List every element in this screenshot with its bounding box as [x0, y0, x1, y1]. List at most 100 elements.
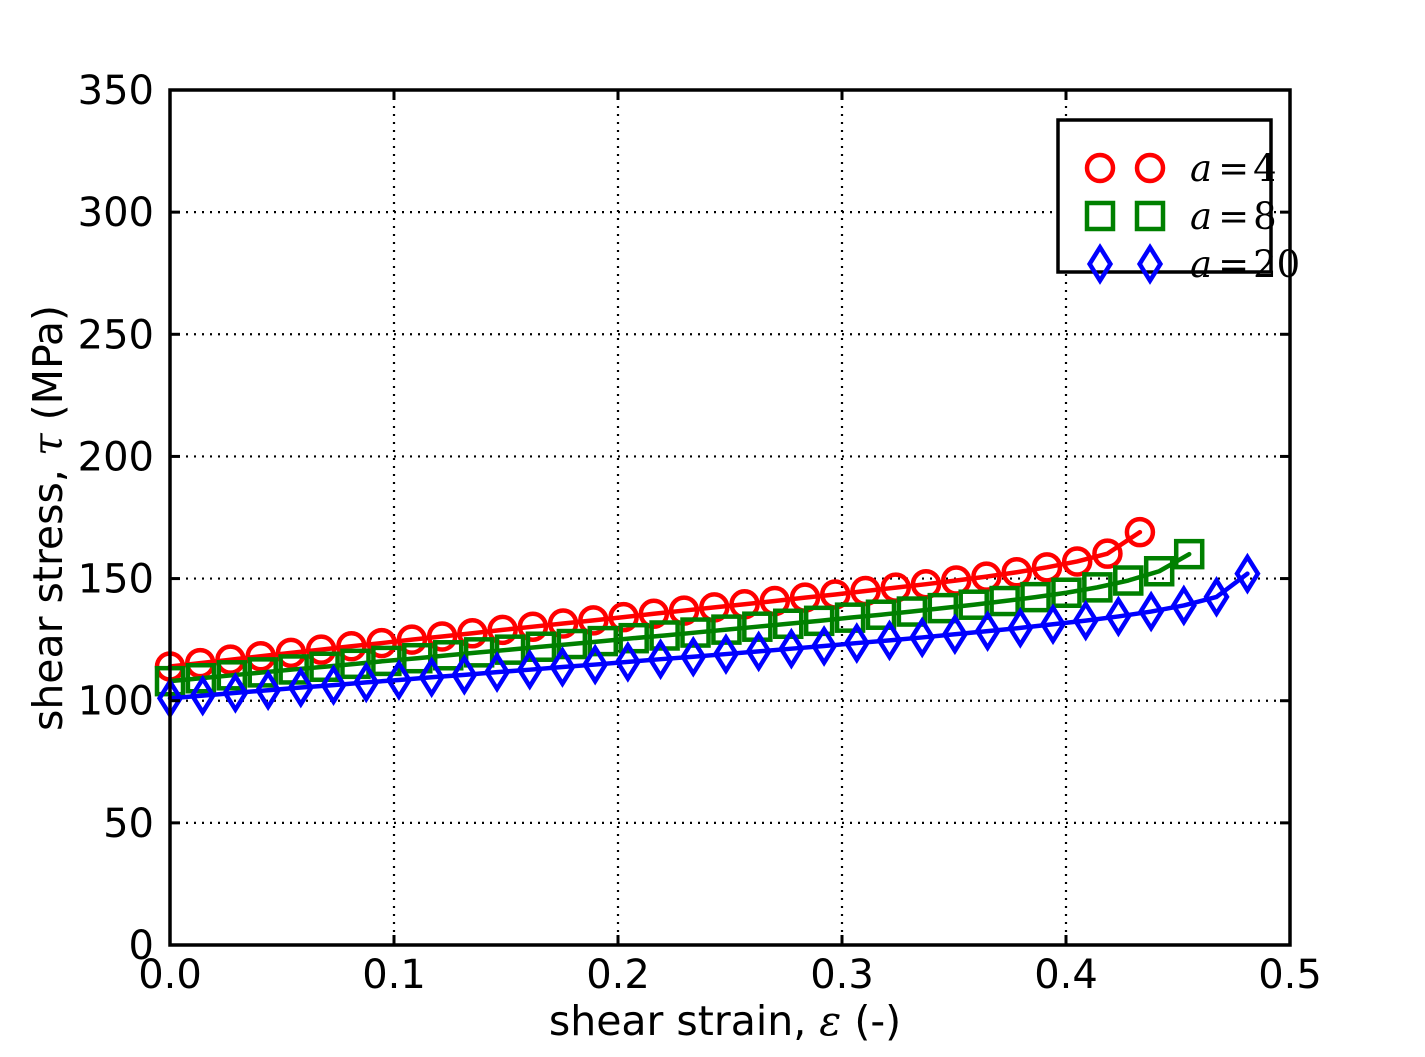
data-point-marker	[1138, 590, 1165, 633]
data-point-marker	[582, 643, 609, 686]
data-point-marker	[222, 672, 249, 714]
y-tick-label: 150	[78, 557, 154, 603]
data-point-marker	[876, 619, 903, 662]
data-point-marker	[556, 628, 588, 660]
series-line	[167, 571, 1250, 701]
data-point-marker	[1092, 538, 1123, 569]
data-point-marker	[1173, 538, 1205, 570]
data-point-marker	[1007, 607, 1034, 649]
data-point-marker	[680, 635, 707, 678]
x-tick-label: 0.0	[138, 952, 202, 998]
data-point-marker	[525, 631, 557, 662]
circle-icon	[1134, 152, 1166, 184]
data-series-layer	[154, 516, 1261, 720]
x-tick-label: 0.4	[1034, 952, 1098, 998]
data-point-marker	[1051, 577, 1082, 608]
data-point-marker	[1082, 572, 1113, 603]
data-point-marker	[834, 602, 866, 633]
legend-entry-label: a = 20	[1190, 243, 1300, 286]
data-point-marker	[366, 627, 397, 659]
data-point-marker	[547, 608, 579, 639]
data-point-marker	[320, 664, 347, 706]
axis-ticks	[168, 88, 1292, 947]
y-tick-labels: 0 50 100 150 200 250 300 350	[78, 68, 154, 969]
data-point-marker	[185, 662, 217, 694]
data-point-marker	[402, 642, 433, 674]
data-point-marker	[647, 638, 674, 681]
data-point-marker	[1143, 555, 1175, 587]
data-point-marker	[778, 627, 805, 670]
data-point-marker	[850, 575, 881, 607]
data-point-marker	[711, 614, 742, 645]
data-point-marker	[245, 641, 276, 672]
data-point-marker	[614, 640, 641, 683]
legend: a = 4 a = 8 a = 20	[1056, 118, 1300, 286]
data-point-marker	[549, 646, 576, 688]
data-point-marker	[418, 656, 445, 699]
data-point-marker	[843, 622, 870, 664]
y-axis-title-post: (MPa)	[24, 305, 72, 433]
data-point-marker	[578, 605, 609, 636]
data-point-marker	[941, 613, 968, 656]
y-axis-title-symbol: τ	[24, 432, 72, 456]
data-point-marker	[305, 634, 337, 665]
data-point-marker	[1001, 556, 1032, 588]
x-tick-label: 0.5	[1258, 952, 1322, 998]
data-point-marker	[1061, 546, 1093, 577]
legend-entry-label: a = 4	[1190, 147, 1277, 190]
data-point-marker	[745, 630, 772, 673]
data-point-marker	[426, 621, 458, 652]
y-tick-label: 100	[78, 679, 154, 725]
data-point-marker	[396, 624, 428, 655]
axis-frame	[168, 88, 1292, 947]
data-point-marker	[712, 633, 740, 675]
data-point-marker	[487, 614, 518, 646]
series-3	[156, 552, 1261, 720]
data-point-marker	[463, 637, 495, 668]
data-point-marker	[1039, 603, 1067, 646]
y-tick-label: 350	[78, 68, 154, 114]
legend-box	[1056, 118, 1273, 274]
svg-text:shear strain, ε (-): shear strain, ε (-)	[549, 997, 901, 1045]
data-point-marker	[989, 585, 1020, 617]
data-point-marker	[255, 669, 282, 712]
data-point-marker	[189, 674, 216, 717]
data-point-marker	[1234, 552, 1261, 595]
circle-icon	[1084, 152, 1116, 184]
data-point-marker	[1124, 516, 1156, 548]
y-axis-title-pre: shear stress,	[24, 456, 72, 731]
square-icon	[1134, 200, 1166, 232]
data-point-marker	[1072, 599, 1099, 642]
legend-entries: a = 4 a = 8 a = 20	[1084, 147, 1300, 286]
data-point-marker	[483, 651, 511, 694]
data-point-marker	[494, 634, 526, 665]
data-point-marker	[215, 644, 246, 675]
diamond-icon	[1136, 243, 1164, 285]
series-line	[167, 529, 1143, 669]
x-axis-title-post: (-)	[841, 997, 901, 1045]
x-tick-label: 0.3	[810, 952, 874, 998]
data-point-marker	[1031, 552, 1063, 583]
gridlines	[170, 90, 1290, 945]
data-point-marker	[353, 661, 380, 704]
data-point-marker	[336, 630, 367, 662]
y-tick-label: 300	[78, 190, 154, 236]
data-point-marker	[587, 625, 619, 657]
data-point-marker	[432, 640, 464, 671]
x-tick-label: 0.2	[586, 952, 650, 998]
legend-entry-label: a = 8	[1190, 195, 1277, 238]
x-axis-title: shear strain, ε (-)	[549, 997, 901, 1045]
data-point-marker	[958, 589, 989, 620]
data-point-marker	[608, 601, 639, 633]
y-tick-label: 0	[129, 923, 154, 969]
data-point-marker	[896, 596, 928, 627]
data-point-marker	[287, 666, 314, 709]
data-point-marker	[457, 618, 488, 649]
series-line	[167, 551, 1192, 684]
data-point-marker	[385, 659, 412, 701]
data-point-marker	[517, 611, 549, 642]
data-point-marker	[1203, 576, 1230, 618]
data-point-marker	[275, 637, 307, 669]
